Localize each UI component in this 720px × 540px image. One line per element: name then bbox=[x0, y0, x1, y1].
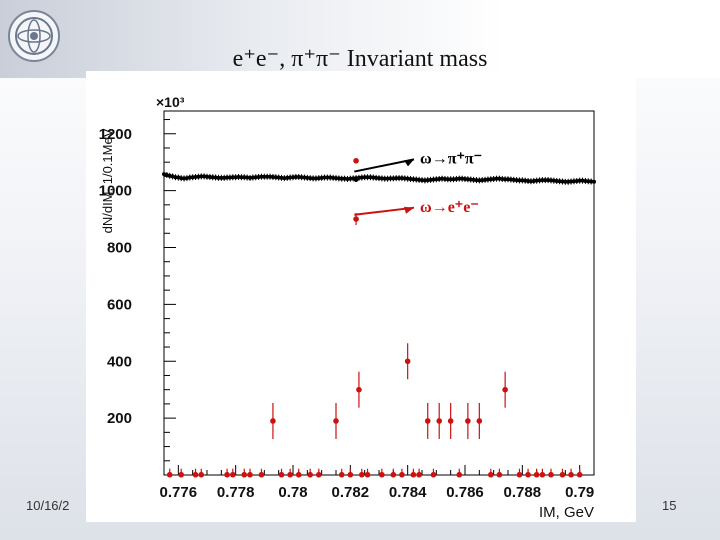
ee-point bbox=[410, 471, 417, 478]
pipi-point bbox=[353, 177, 359, 183]
ee-point bbox=[430, 471, 437, 478]
ee-point bbox=[476, 418, 483, 424]
annotation-ee-label: ω→e⁺e⁻ bbox=[420, 199, 479, 216]
ee-point bbox=[230, 471, 236, 478]
y-tick-label: 1200 bbox=[99, 126, 132, 143]
annotation-arrow-pipi bbox=[354, 158, 415, 173]
slide-title: e⁺e⁻, π⁺π⁻ Invariant mass bbox=[232, 46, 488, 72]
annotation-pipi-label: ω→π⁺π⁻ bbox=[420, 151, 482, 168]
y-multiplier-label: ×10³ bbox=[156, 94, 185, 110]
plot-panel: 200 400 600 800 1000 1200 ×10³ 0.776 0.778 0.78 0.… bbox=[86, 71, 636, 522]
annotation-arrowhead-pipi bbox=[404, 159, 414, 167]
x-tick-label: 0.788 bbox=[504, 484, 542, 501]
x-tick-label: 0.776 bbox=[160, 484, 198, 501]
x-tick-label: 0.778 bbox=[217, 484, 255, 501]
ee-point bbox=[247, 471, 253, 478]
y-tick-label: 200 bbox=[107, 410, 132, 427]
ee-point bbox=[502, 386, 508, 393]
ee-point bbox=[533, 471, 540, 478]
ee-point bbox=[166, 471, 173, 478]
y-tick-label: 1000 bbox=[99, 183, 132, 200]
ee-point bbox=[353, 157, 359, 164]
page-number: 15 bbox=[662, 498, 677, 513]
x-axis-title: IM, GeV bbox=[539, 504, 594, 521]
y-tick-label: 600 bbox=[107, 296, 132, 313]
ee-point bbox=[278, 471, 285, 478]
ee-point bbox=[379, 471, 385, 478]
ee-point bbox=[390, 471, 397, 478]
ee-point bbox=[404, 358, 411, 365]
ee-point bbox=[224, 471, 230, 478]
ee-point bbox=[424, 418, 431, 424]
ee-point bbox=[356, 386, 362, 393]
ee-point bbox=[548, 471, 554, 478]
ee-point bbox=[568, 471, 574, 478]
ee-point bbox=[333, 418, 339, 424]
ee-point bbox=[347, 471, 354, 478]
x-tick-label: 0.78 bbox=[278, 484, 307, 501]
y-tick-label: 400 bbox=[107, 353, 132, 370]
ee-point bbox=[399, 471, 405, 478]
ee-point bbox=[258, 471, 265, 478]
x-tick-label: 0.79 bbox=[565, 484, 594, 501]
ee-point bbox=[447, 418, 454, 424]
invariant-mass-chart: 200 400 600 800 1000 1200 ×10³ 0.776 0.778 0.78 0.… bbox=[99, 94, 596, 521]
ee-point bbox=[576, 471, 583, 478]
ee-point bbox=[241, 471, 248, 478]
ee-point bbox=[516, 471, 523, 478]
x-tick-label: 0.782 bbox=[332, 484, 370, 501]
ee-point bbox=[307, 471, 313, 478]
institute-logo-icon bbox=[8, 10, 60, 62]
y-axis-title: dN/dIM, 1/0.1MeV bbox=[100, 128, 115, 233]
annotation-arrow-ee bbox=[354, 206, 415, 216]
ee-point bbox=[416, 471, 422, 478]
header-band bbox=[0, 0, 720, 78]
ee-point bbox=[287, 471, 293, 478]
ee-point bbox=[198, 471, 205, 478]
annotation-arrowhead-ee bbox=[404, 206, 414, 214]
x-tick-label: 0.786 bbox=[446, 484, 484, 501]
ee-point bbox=[559, 471, 566, 478]
ee-point bbox=[496, 471, 503, 478]
ee-point bbox=[192, 471, 199, 478]
ee-point bbox=[316, 471, 322, 478]
ee-point bbox=[178, 471, 184, 478]
footer-date: 10/16/2 bbox=[26, 498, 70, 513]
ee-point bbox=[364, 471, 371, 478]
ee-point bbox=[456, 471, 463, 478]
ee-point bbox=[465, 418, 471, 424]
ee-point bbox=[359, 471, 365, 478]
x-tick-label: 0.784 bbox=[389, 484, 427, 501]
ee-point bbox=[436, 418, 443, 424]
ee-point bbox=[488, 471, 494, 478]
ee-point bbox=[539, 471, 546, 478]
ee-point bbox=[525, 471, 531, 478]
ee-point bbox=[353, 216, 359, 222]
ee-point bbox=[270, 418, 276, 424]
y-tick-label: 800 bbox=[107, 240, 132, 257]
ee-point bbox=[338, 471, 345, 478]
ee-point bbox=[295, 471, 302, 478]
